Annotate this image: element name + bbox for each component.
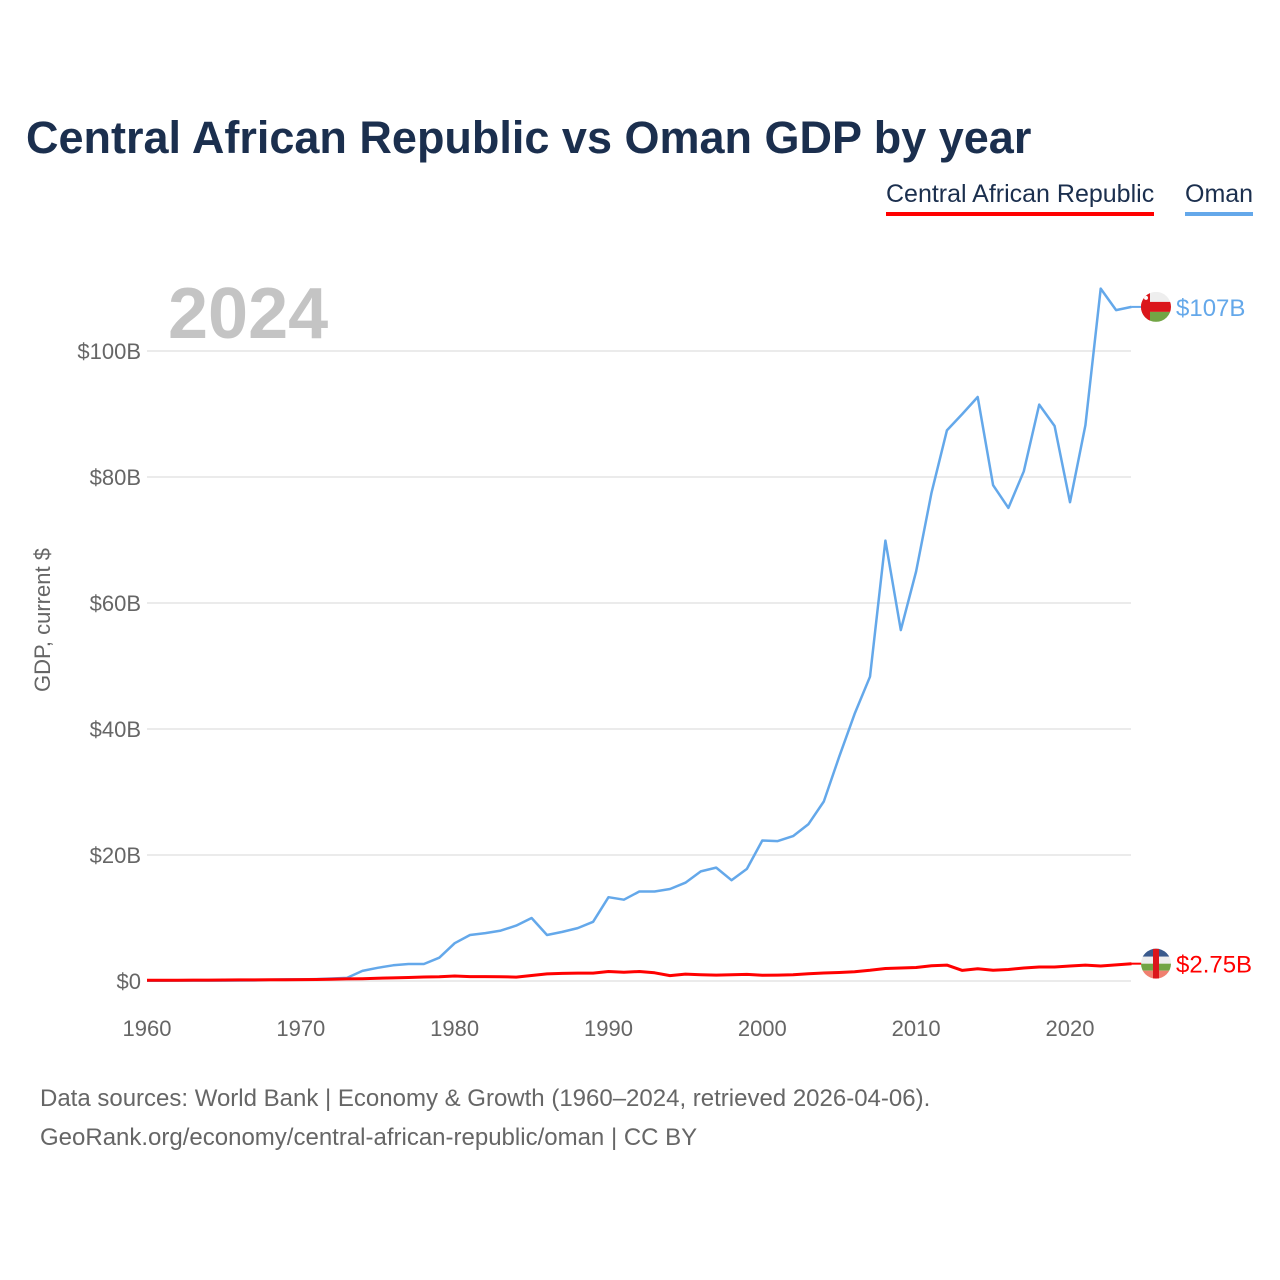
x-tick-label: 2000: [738, 1016, 787, 1041]
y-tick-label: $40B: [90, 717, 141, 742]
footer-link[interactable]: GeoRank.org/economy/central-african-repu…: [40, 1124, 698, 1151]
legend-item-central-african-republic[interactable]: Central African Republic: [886, 180, 1155, 216]
x-tick-label: 2020: [1045, 1016, 1094, 1041]
x-tick-label: 2010: [892, 1016, 941, 1041]
y-tick-label: $100B: [77, 339, 141, 364]
x-tick-label: 1990: [584, 1016, 633, 1041]
y-tick-label: $80B: [90, 465, 141, 490]
series-line-oman: [147, 287, 1132, 982]
series-line-central-african-republic: [146, 962, 1132, 982]
x-tick-label: 1970: [276, 1016, 325, 1041]
x-tick-label: 1960: [123, 1016, 172, 1041]
oman-flag-icon: [1141, 291, 1171, 322]
y-tick-label: $60B: [90, 591, 141, 616]
y-tick-label: $0: [117, 969, 141, 994]
year-watermark: 2024: [168, 274, 328, 354]
footer-sources: Data sources: World Bank | Economy & Gro…: [40, 1085, 931, 1112]
legend-item-oman[interactable]: Oman: [1185, 180, 1254, 216]
y-axis-label: GDP, current $: [30, 548, 55, 692]
chart-title: Central African Republic vs Oman GDP by …: [26, 112, 1032, 163]
end-value-label: $2.75B: [1176, 952, 1252, 979]
end-value-label: $107B: [1176, 295, 1245, 322]
central-african-republic-flag-icon: [1141, 948, 1171, 979]
x-tick-label: 1980: [430, 1016, 479, 1041]
y-tick-label: $20B: [90, 843, 141, 868]
